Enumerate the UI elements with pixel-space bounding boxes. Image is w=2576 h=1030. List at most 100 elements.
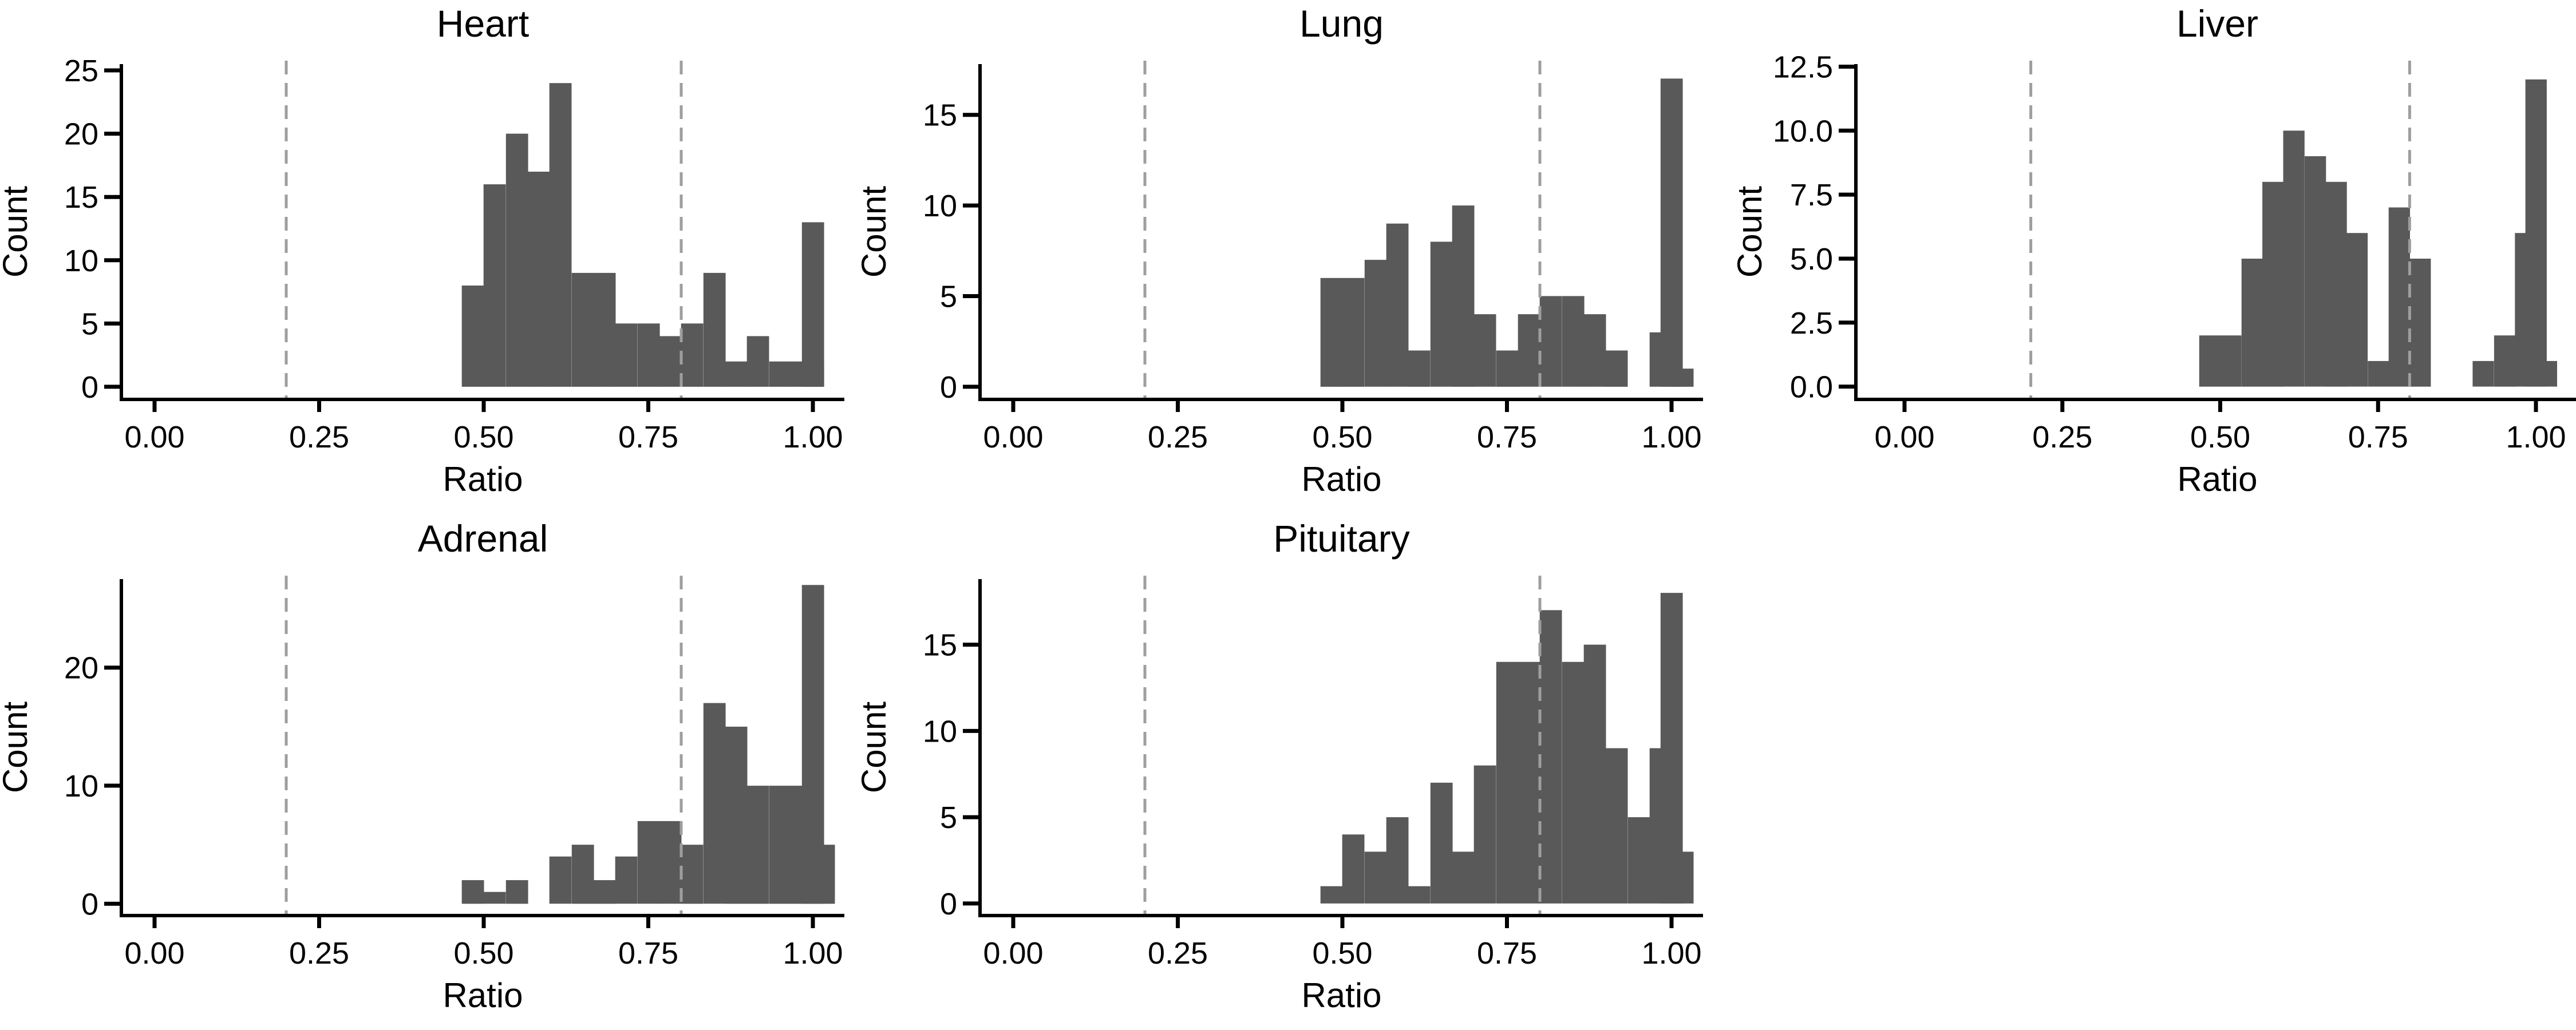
bar-lung-17: [1660, 78, 1683, 387]
x-axis-label-lung: Ratio: [1301, 460, 1381, 498]
y-tick-label-heart-5: 25: [64, 54, 98, 88]
bar-adrenal-7: [637, 821, 660, 904]
y-tick-label-liver-5: 12.5: [1773, 50, 1833, 84]
bar-liver-6: [2325, 181, 2347, 387]
bar-liver-14: [2494, 335, 2516, 387]
y-axis-label-pituitary: Count: [855, 702, 893, 793]
bar-lung-12: [1583, 314, 1606, 387]
x-tick-label-heart-1: 0.25: [289, 420, 349, 454]
bar-liver-1: [2220, 335, 2242, 387]
panel-lung: 0 5 10 15 0.00 0.25 0.50 0.75 1.00 Lung Ratio Count: [855, 2, 1703, 498]
bar-heart-11: [703, 272, 726, 387]
panel-liver: 0.0 2.5 5.0 7.5 10.0 12.5 0.00 0.25 0.50 0.75 1.00…: [1730, 2, 2576, 498]
y-tick-label-adrenal-0: 0: [81, 887, 98, 921]
bar-lung-13: [1605, 350, 1628, 387]
bar-adrenal-6: [615, 856, 638, 904]
x-tick-label-heart-0: 0.00: [124, 420, 184, 454]
y-tick-label-lung-1: 5: [940, 279, 957, 314]
bar-liver-2: [2241, 259, 2263, 387]
bar-pituitary-6: [1452, 851, 1475, 904]
bar-pituitary-17: [1660, 593, 1683, 904]
y-tick-label-lung-3: 15: [923, 98, 957, 133]
bar-liver-9: [2388, 207, 2410, 387]
bar-lung-10: [1539, 296, 1562, 387]
bar-adrenal-5: [593, 880, 616, 904]
bar-liver-3: [2262, 181, 2284, 387]
panel-heart: 0 5 10 15 20 25 0.00 0.25 0.50 0.75 1.00 Heart Ratio…: [0, 2, 844, 498]
x-tick-label-liver-2: 0.50: [2190, 420, 2250, 454]
bar-liver-13: [2472, 360, 2494, 387]
bar-pituitary-11: [1562, 661, 1585, 904]
y-tick-label-heart-0: 0: [81, 370, 98, 405]
y-tick-label-lung-0: 0: [940, 370, 957, 405]
panel-adrenal: 0 10 20 0.00 0.25 0.50 0.75 1.00 Adrenal Ratio Cou…: [0, 517, 844, 1015]
bar-pituitary-7: [1473, 765, 1496, 904]
y-tick-label-adrenal-1: 10: [64, 769, 98, 803]
bar-lung-11: [1562, 296, 1585, 387]
x-tick-label-liver-3: 0.75: [2348, 420, 2408, 454]
bar-adrenal-3: [549, 856, 572, 904]
x-tick-label-adrenal-0: 0.00: [124, 936, 184, 970]
bar-pituitary-2: [1364, 851, 1387, 904]
bar-adrenal-10: [703, 703, 726, 904]
bar-lung-8: [1496, 350, 1519, 387]
x-tick-label-liver-1: 0.25: [2032, 420, 2092, 454]
bar-lung-1: [1342, 278, 1365, 387]
bar-pituitary-1: [1342, 834, 1365, 904]
x-tick-label-heart-3: 0.75: [618, 420, 678, 454]
y-axis-label-lung: Count: [855, 186, 893, 278]
bar-heart-6: [593, 272, 616, 387]
y-tick-label-pituitary-3: 15: [923, 628, 957, 663]
bar-adrenal-2: [505, 880, 528, 904]
y-tick-label-liver-1: 2.5: [1790, 306, 1833, 340]
y-tick-label-heart-4: 20: [64, 117, 98, 152]
bar-adrenal-13: [769, 786, 792, 904]
y-tick-label-pituitary-2: 10: [923, 714, 957, 748]
bar-liver-7: [2346, 233, 2368, 387]
y-tick-label-heart-2: 10: [64, 244, 98, 278]
y-axis-label-liver: Count: [1730, 186, 1769, 278]
x-axis-label-adrenal: Ratio: [442, 976, 523, 1015]
x-tick-label-pituitary-3: 0.75: [1477, 936, 1537, 970]
bar-liver-10: [2409, 259, 2431, 387]
bar-lung-5: [1430, 241, 1453, 387]
panel-title-liver: Liver: [2176, 2, 2258, 45]
bar-adrenal-1: [483, 892, 506, 904]
y-axis-label-adrenal: Count: [0, 702, 34, 793]
x-tick-label-pituitary-0: 0.00: [983, 936, 1043, 970]
bar-heart-5: [571, 272, 594, 387]
panel-title-adrenal: Adrenal: [418, 517, 548, 560]
bar-pituitary-3: [1386, 817, 1409, 904]
bar-heart-0: [461, 286, 484, 387]
x-tick-label-adrenal-2: 0.50: [453, 936, 513, 970]
x-tick-label-liver-4: 1.00: [2506, 420, 2566, 454]
bar-heart-2: [505, 133, 528, 387]
panel-title-lung: Lung: [1299, 2, 1384, 45]
bar-heart-12: [725, 361, 748, 387]
bar-heart-4: [549, 83, 572, 387]
x-tick-label-pituitary-2: 0.50: [1312, 936, 1372, 970]
panel-pituitary: 0 5 10 15 0.00 0.25 0.50 0.75 1.00 Pituitary Ratio…: [855, 517, 1703, 1015]
x-tick-label-liver-0: 0.00: [1874, 420, 1934, 454]
bar-pituitary-9: [1518, 661, 1540, 904]
bar-lung-2: [1364, 260, 1387, 387]
x-axis-label-liver: Ratio: [2177, 460, 2257, 498]
y-tick-label-pituitary-1: 5: [940, 801, 957, 835]
bar-lung-3: [1386, 223, 1409, 387]
x-tick-label-lung-2: 0.50: [1312, 420, 1372, 454]
bar-heart-14: [769, 361, 792, 387]
y-tick-label-liver-4: 10.0: [1773, 114, 1833, 148]
x-axis-label-heart: Ratio: [442, 460, 523, 498]
bar-pituitary-10: [1539, 610, 1562, 904]
bar-lung-9: [1518, 314, 1540, 387]
bar-liver-8: [2368, 360, 2389, 387]
bar-adrenal-9: [681, 845, 704, 904]
bar-lung-7: [1473, 314, 1496, 387]
bar-pituitary-5: [1430, 782, 1453, 904]
bar-pituitary-4: [1408, 886, 1431, 904]
bar-heart-9: [659, 336, 682, 387]
x-tick-label-heart-4: 1.00: [783, 420, 843, 454]
bar-liver-4: [2283, 130, 2305, 387]
bar-adrenal-12: [746, 786, 769, 904]
